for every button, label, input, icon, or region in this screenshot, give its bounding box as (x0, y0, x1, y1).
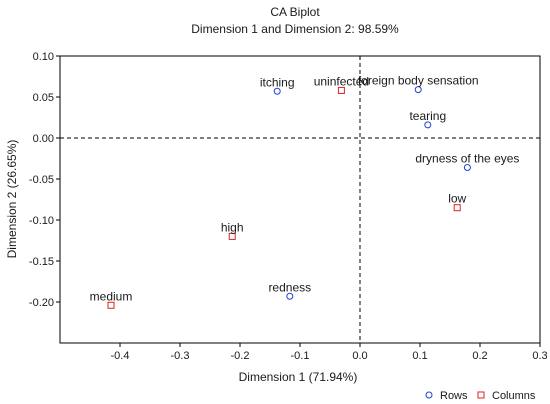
point-label: redness (268, 280, 311, 294)
y-tick-label: 0.00 (33, 133, 54, 145)
y-tick-label: -0.05 (29, 174, 54, 186)
x-axis-ticks: -0.4 -0.3 -0.2 -0.1 0.0 0.1 0.2 0.3 (111, 343, 548, 362)
x-tick-label: 0.0 (352, 350, 367, 362)
y-tick-label: 0.05 (33, 92, 54, 104)
x-tick-label: -0.3 (171, 350, 190, 362)
x-tick-label: 0.1 (412, 350, 427, 362)
y-tick-label: -0.20 (29, 297, 54, 309)
x-axis-label: Dimension 1 (71.94%) (239, 370, 358, 384)
data-points: itching foreign body sensation tearing dryn… (90, 74, 519, 309)
point-label: itching (260, 75, 295, 89)
point-label: foreign body sensation (358, 74, 479, 88)
point-label: uninfected (314, 74, 369, 88)
x-tick-label: -0.1 (291, 350, 310, 362)
x-tick-label: -0.4 (111, 350, 130, 362)
x-tick-label: 0.2 (472, 350, 487, 362)
point-label: medium (90, 289, 133, 303)
point-label: dryness of the eyes (415, 152, 519, 166)
legend-rows-label: Rows (440, 390, 468, 402)
column-point-marker (453, 204, 461, 212)
x-tick-label: -0.2 (231, 350, 250, 362)
point-label: high (221, 220, 244, 234)
y-tick-label: -0.10 (29, 215, 54, 227)
legend-rows-marker (425, 391, 433, 399)
point-label: low (448, 192, 466, 206)
row-point-marker (286, 292, 294, 300)
row-point-marker (414, 86, 422, 94)
legend: Rows Columns (425, 390, 536, 402)
y-tick-label: -0.15 (29, 256, 54, 268)
row-point-marker (463, 164, 471, 172)
y-tick-label: 0.10 (33, 51, 54, 63)
row-point-marker (273, 87, 281, 95)
chart-title: CA Biplot (270, 5, 320, 19)
reference-lines (60, 56, 540, 343)
y-axis-label: Dimension 2 (26.65%) (5, 140, 19, 259)
column-point-marker (228, 232, 236, 240)
chart-subtitle: Dimension 1 and Dimension 2: 98.59% (191, 22, 399, 36)
column-point-marker (337, 86, 345, 94)
y-axis-ticks: 0.10 0.05 0.00 -0.05 -0.10 -0.15 -0.20 (29, 51, 60, 309)
x-tick-label: 0.3 (532, 350, 547, 362)
point-label: tearing (409, 109, 446, 123)
legend-columns-marker (477, 391, 485, 399)
column-point-marker (107, 301, 115, 309)
legend-columns-label: Columns (492, 390, 536, 402)
row-point-marker (424, 121, 432, 129)
